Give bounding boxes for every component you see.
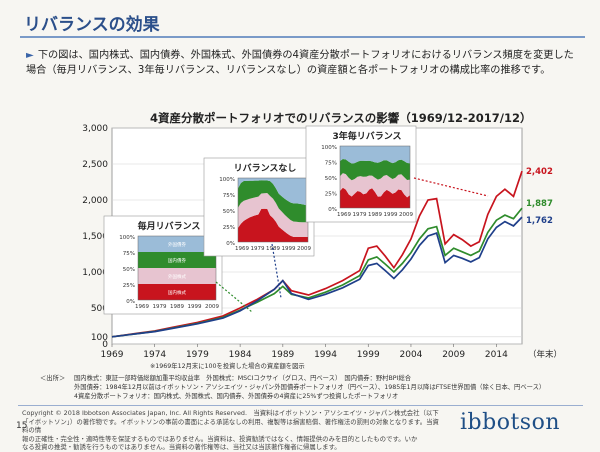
x-axis-label: （年末） <box>528 349 562 360</box>
inset-area-layer <box>238 208 308 242</box>
ibbotson-logo: ibbotson <box>460 410 560 435</box>
connector-arrow <box>271 243 282 299</box>
inset-y-tick: 0% <box>328 207 337 213</box>
x-tick-label: 1974 <box>143 350 166 360</box>
x-tick-label: 1989 <box>271 350 294 360</box>
x-tick-label: 1994 <box>314 350 337 360</box>
inset-x-tick: 1979 <box>251 246 265 252</box>
x-tick-label: 1979 <box>186 350 209 360</box>
inset-layer-label: 国内株式 <box>168 289 186 296</box>
bullet-icon: ► <box>26 50 34 61</box>
inset-x-tick: 1989 <box>170 304 184 310</box>
inset-y-tick: 25% <box>223 225 235 231</box>
inset-area-layer <box>238 178 308 206</box>
inset-chart: リバランスなし100%75%50%25%0%196919791989199920… <box>203 157 315 257</box>
inset-area-layer <box>238 180 308 223</box>
inset-y-tick: 50% <box>325 176 337 182</box>
inset-area-layer <box>340 173 410 198</box>
copyright-line: 報の正確性・完全性・適時性等を保証するものではありません。当資料は、投資勧誘では… <box>22 434 418 443</box>
inset-area-layer <box>340 146 410 164</box>
inset-x-tick: 1969 <box>235 246 249 252</box>
inset-area-layer <box>138 284 216 300</box>
inset-x-tick: 1979 <box>353 212 367 218</box>
x-tick-label: 2009 <box>442 350 465 360</box>
description-text: 下の図は、国内株式、国内債券、外国株式、外国債券の4資産分散ポートフォリオにおけ… <box>26 50 574 76</box>
series-line <box>111 216 523 338</box>
y-tick-label: 1,500 <box>82 232 108 242</box>
inset-x-tick: 1999 <box>384 212 398 218</box>
slide-title: リバランスの効果 <box>24 15 160 35</box>
inset-title: 3年毎リバランス <box>332 130 401 142</box>
title-divider <box>20 36 585 38</box>
source-line: 外国債券：1984年12月以前はイボットソン・アソシエイツ・ジャパン外国債券ポー… <box>74 384 546 391</box>
inset-y-tick: 75% <box>325 161 337 167</box>
inset-layer-label: 国内債券 <box>168 257 186 264</box>
inset-plot-border <box>339 145 411 209</box>
y-tick-label: 2,000 <box>82 196 108 206</box>
inset-x-tick: 1969 <box>337 212 351 218</box>
chart-title: 4資産分散ポートフォリオでのリバランスの影響（1969/12-2017/12） <box>150 111 532 125</box>
end-value-label: 2,402 <box>526 167 553 177</box>
x-tick-label: 2004 <box>400 350 423 360</box>
connector-arrow <box>413 177 489 197</box>
inset-y-tick: 25% <box>123 283 135 289</box>
copyright-line: 「イボットソン」）の著作物です。イボットソンの事前の書面による承諾なしの利用、複… <box>22 417 439 435</box>
inset-x-tick: 1999 <box>188 304 202 310</box>
y-tick-label: 0 <box>102 340 108 350</box>
y-tick-label: 100 <box>91 333 108 343</box>
inset-y-tick: 0% <box>126 299 135 305</box>
inset-y-tick: 75% <box>123 251 135 257</box>
y-tick-label: 3,000 <box>82 124 108 134</box>
x-tick-label: 2014 <box>485 350 508 360</box>
inset-x-tick: 1979 <box>153 304 167 310</box>
slide-description: ► 下の図は、国内株式、国内債券、外国株式、外国債券の4資産分散ポートフォリオにお… <box>26 48 574 78</box>
source-line: 4資産分散ポートフォリオ：国内株式、外国株式、国内債券、外国債券の4資産に25%… <box>74 393 399 400</box>
inset-area-layer <box>340 187 410 208</box>
inset-area-layer <box>340 159 410 181</box>
end-value-label: 1,887 <box>526 199 553 209</box>
source-line: 国内株式：東証一部時価総額加重平均収益率 外国株式：MSCIコクサイ（グロス、円… <box>74 375 412 382</box>
inset-chart: 3年毎リバランス 100% 75% 50% 25% 0%1969 1979 1989 1999 2… <box>305 125 417 223</box>
inset-x-tick: 1969 <box>135 304 149 310</box>
x-tick-label: 1999 <box>357 350 380 360</box>
copyright-line: なる投資の推奨・勧誘を行うものではありません。当資料の著作権等は、当社又は当該著… <box>22 443 341 452</box>
x-tick-label: 1969 <box>101 350 124 360</box>
inset-y-tick: 100% <box>219 177 235 183</box>
inset-y-tick: 75% <box>223 193 235 199</box>
inset-y-tick: 50% <box>123 267 135 273</box>
inset-layer-label: 外国株式 <box>168 273 186 280</box>
inset-y-tick: 100% <box>119 235 135 241</box>
copyright-notice: Copyright © 2018 Ibbotson Associates Jap… <box>22 409 442 452</box>
inset-area-layer <box>138 252 216 268</box>
end-value-label: 1,762 <box>526 216 553 226</box>
copyright-line: Copyright © 2018 Ibbotson Associates Jap… <box>22 409 439 417</box>
inset-y-tick: 0% <box>226 241 235 247</box>
inset-x-tick: 1989 <box>368 212 382 218</box>
inset-area-layer <box>138 268 216 284</box>
footer-divider <box>18 405 583 406</box>
y-tick-label: 1,000 <box>82 268 108 278</box>
inset-x-tick: 2009 <box>297 246 311 252</box>
inset-layer-label: 外国債券 <box>168 241 186 248</box>
inset-area-layer <box>138 236 216 252</box>
source-label: ＜出所＞ <box>40 375 66 382</box>
inset-area-layer <box>238 193 308 237</box>
inset-y-tick: 100% <box>321 145 337 151</box>
series-line <box>111 170 523 338</box>
inset-title: リバランスなし <box>234 163 297 174</box>
y-tick-label: 2,500 <box>82 160 108 170</box>
inset-y-tick: 25% <box>325 192 337 198</box>
inset-plot-border <box>137 235 217 301</box>
inset-title: 毎月リバランス <box>138 220 201 232</box>
x-tick-label: 1984 <box>229 350 252 360</box>
y-tick-label: 500 <box>91 304 108 314</box>
inset-y-tick: 50% <box>223 209 235 215</box>
inset-x-tick: 2009 <box>205 304 219 310</box>
chart-note: ※1969年12月末に100を投資した場合の資産額を図示 <box>150 363 305 370</box>
page-number: 15 <box>16 421 28 431</box>
inset-x-tick: 2009 <box>399 212 413 218</box>
inset-x-tick: 1999 <box>282 246 296 252</box>
